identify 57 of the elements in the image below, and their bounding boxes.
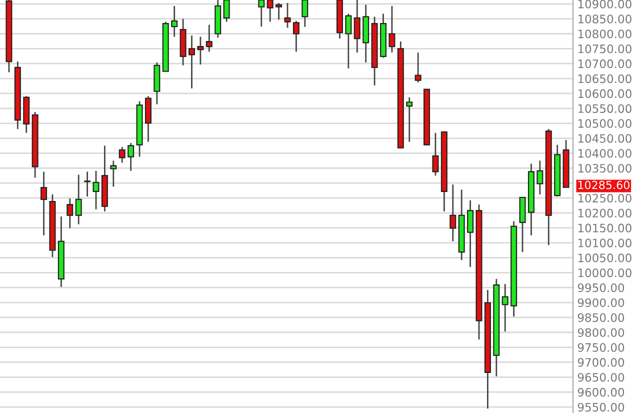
y-tick-label: 10150.00 [578, 224, 632, 232]
candlestick [128, 142, 134, 172]
y-tick-label: 9700.00 [578, 358, 624, 367]
y-tick-label: 10850.00 [578, 14, 632, 24]
candlestick [345, 13, 352, 70]
candlestick [414, 52, 422, 84]
y-tick-label: 9800.00 [578, 328, 624, 337]
candlestick [388, 5, 396, 54]
candlestick [223, 0, 230, 22]
candlestick [276, 2, 282, 20]
y-tick-label: 9750.00 [578, 343, 624, 352]
candlestick [502, 283, 508, 332]
y-tick-label: 10450.00 [578, 134, 632, 143]
candlestick [432, 132, 439, 176]
y-tick-label: 10100.00 [578, 238, 632, 248]
candlestick [171, 5, 178, 38]
candlestick [75, 174, 82, 225]
candlestick [258, 0, 265, 28]
candlestick [40, 171, 48, 236]
candlestick [292, 20, 300, 52]
y-tick-label: 9900.00 [578, 298, 624, 308]
candlestick [188, 34, 196, 90]
candlestick [92, 170, 100, 210]
candlestick [450, 184, 456, 242]
y-tick-label: 10600.00 [578, 89, 632, 98]
candlestick [266, 0, 274, 22]
y-tick-label: 10900.00 [578, 0, 632, 8]
y-tick-label: 10000.00 [578, 268, 632, 278]
candlestick [118, 146, 126, 164]
candlestick [467, 200, 474, 268]
candlestick [302, 0, 308, 28]
y-tick-label: 9650.00 [578, 372, 624, 382]
candlestick [354, 0, 360, 54]
text: 10285.60 [578, 180, 630, 190]
y-tick-label: 10650.00 [578, 74, 632, 84]
candlestick [197, 36, 204, 66]
y-tick-label: 9950.00 [578, 283, 624, 292]
y-tick-label: 10500.00 [578, 119, 632, 128]
y-tick-label: 10350.00 [578, 164, 632, 173]
candlestick [66, 198, 74, 229]
y-tick-label: 10800.00 [578, 30, 632, 38]
candlestick [110, 160, 117, 188]
y-tick-label: 10700.00 [578, 59, 632, 68]
y-tick-label: 10050.00 [578, 254, 632, 262]
y-tick-label: 10550.00 [578, 104, 632, 113]
candlestick [406, 96, 413, 143]
y-tick-label: 10750.00 [578, 44, 632, 54]
y-tick-label: 10200.00 [578, 208, 632, 218]
candlestick [84, 171, 91, 198]
y-tick-label: 10400.00 [578, 149, 632, 158]
candlestick [536, 160, 544, 196]
candlestick [284, 2, 291, 28]
y-tick-label: 9600.00 [578, 388, 624, 397]
y-tick-label: 9550.00 [578, 402, 624, 412]
y-tick-label: 9850.00 [578, 313, 624, 322]
candlestick [206, 24, 212, 52]
y-tick-label: 10250.00 [578, 194, 632, 203]
